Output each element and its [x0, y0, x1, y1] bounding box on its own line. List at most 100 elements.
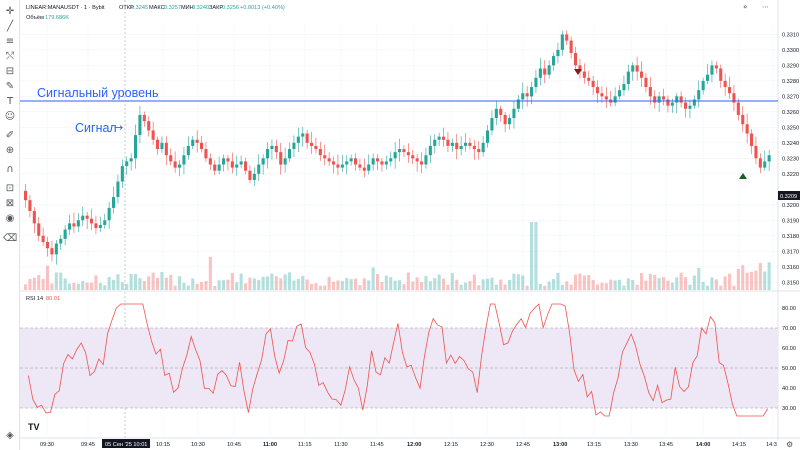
candle — [640, 71, 644, 78]
time-tick-label: 10:30 — [191, 442, 205, 448]
volume-bar — [270, 273, 274, 290]
fib-icon[interactable]: ≡ — [5, 36, 15, 47]
candle — [76, 220, 80, 227]
zoom-icon[interactable]: ⊕ — [5, 145, 15, 156]
magnet-icon[interactable]: ∩ — [6, 164, 14, 175]
volume-bar — [314, 283, 318, 290]
candle — [424, 155, 428, 165]
candle — [556, 49, 560, 57]
candle — [442, 136, 446, 140]
volume-bar — [745, 272, 749, 290]
candle — [670, 102, 674, 106]
time-axis[interactable]: 09:30 09:45 10:15 10:30 10:45 11:00 11:15 11:30… — [40, 442, 777, 448]
ruler-icon[interactable]: ⊟ — [5, 66, 15, 77]
volume-bar — [538, 283, 542, 290]
candle — [644, 77, 648, 88]
candle — [261, 158, 265, 165]
candle — [98, 224, 102, 229]
time-cursor-tag — [102, 439, 150, 448]
candle — [50, 248, 54, 255]
brush-icon[interactable]: ✎ — [5, 81, 15, 92]
settings-icon[interactable]: ⚙ — [786, 440, 793, 449]
volume-bar — [310, 283, 314, 290]
chart-canvas[interactable]: Сигнальный уровень Сигнал → LINEAR:MANAU… — [20, 0, 800, 450]
candle — [173, 161, 177, 168]
volume-bar — [41, 279, 45, 290]
volume-bar — [222, 280, 226, 290]
legend-high-value: 0.3257 — [164, 5, 181, 11]
eye-icon[interactable]: ◉ — [5, 213, 15, 224]
candle — [288, 149, 292, 159]
volume-bar — [503, 284, 507, 290]
volume-bar — [318, 285, 322, 290]
tradingview-logo-icon: TV — [28, 422, 40, 432]
candle — [186, 145, 190, 156]
volume-bar — [428, 281, 432, 290]
candle — [217, 164, 221, 171]
volume-bar — [406, 272, 410, 290]
lock-icon[interactable]: ⊡ — [5, 183, 15, 194]
volume-bar — [587, 275, 591, 290]
candle — [538, 68, 542, 78]
lock-alt-icon[interactable]: ⊠ — [5, 198, 15, 209]
price-tick-label: 0.3190 — [782, 218, 799, 224]
candle — [582, 71, 586, 78]
text-icon[interactable]: T — [6, 96, 14, 107]
volume-bar — [28, 278, 32, 290]
candle — [534, 77, 538, 88]
crosshair-icon[interactable]: ✛ — [5, 6, 15, 17]
candle — [107, 207, 111, 221]
legend-close-label: ЗАКР — [209, 5, 223, 11]
candle — [257, 164, 261, 174]
trash-icon[interactable]: ⌫ — [3, 233, 18, 244]
price-tick-label: 0.3300 — [782, 48, 799, 54]
legend-low-value: 0.3240 — [192, 5, 209, 11]
signal-label: Сигнал — [75, 121, 117, 135]
volume-bar — [266, 276, 270, 290]
volume-bar — [235, 282, 239, 290]
volume-bar — [552, 279, 556, 290]
pencil-icon[interactable]: ✐ — [5, 130, 15, 141]
volume-bar — [257, 280, 261, 290]
pattern-icon[interactable]: ⤲ — [6, 51, 14, 62]
maximize-icon[interactable]: ⋄ — [743, 3, 747, 11]
candle — [618, 90, 622, 97]
layers-icon[interactable]: ◈ — [6, 430, 14, 441]
volume-bar — [512, 273, 516, 290]
trend-line-icon[interactable]: ╱ — [6, 21, 14, 32]
volume-bar — [648, 273, 652, 290]
volume-bar — [631, 279, 635, 290]
volume-bar — [380, 282, 384, 290]
price-axis[interactable]: 0.3310 0.3300 0.3290 0.3280 0.3270 0.3260 0.32… — [782, 32, 799, 286]
rsi-tick-label: 60.00 — [782, 346, 796, 352]
rsi-axis[interactable]: 80.00 70.00 60.00 50.00 40.00 30.00 — [782, 306, 796, 412]
volume-bar — [706, 285, 710, 290]
current-price-tag — [778, 191, 800, 200]
volume-bar — [622, 285, 626, 290]
volume-bar — [68, 283, 72, 290]
candle — [266, 149, 270, 159]
candle — [596, 87, 600, 94]
volume-bar — [486, 278, 490, 290]
volume-bar — [63, 278, 67, 290]
candle — [653, 96, 657, 103]
emoji-icon[interactable]: ☺ — [4, 111, 16, 122]
volume-bar — [112, 279, 116, 290]
candle — [719, 68, 723, 81]
candle — [560, 34, 564, 50]
time-tick-label: 13:45 — [659, 442, 673, 448]
candle — [763, 161, 767, 168]
volume-bar — [120, 282, 124, 290]
volume-bar — [670, 282, 674, 290]
volume-bar — [741, 265, 745, 290]
candle — [530, 87, 534, 97]
candle — [310, 142, 314, 146]
rsi-tick-label: 70.00 — [782, 326, 796, 332]
buy-arrow-icon — [739, 173, 747, 179]
chart-menu-icon[interactable]: ⋯ — [762, 3, 769, 11]
volume-bar — [160, 272, 164, 290]
candle — [182, 155, 186, 165]
candle — [578, 65, 582, 72]
volume-bars — [24, 222, 771, 290]
volume-bar — [679, 272, 683, 290]
